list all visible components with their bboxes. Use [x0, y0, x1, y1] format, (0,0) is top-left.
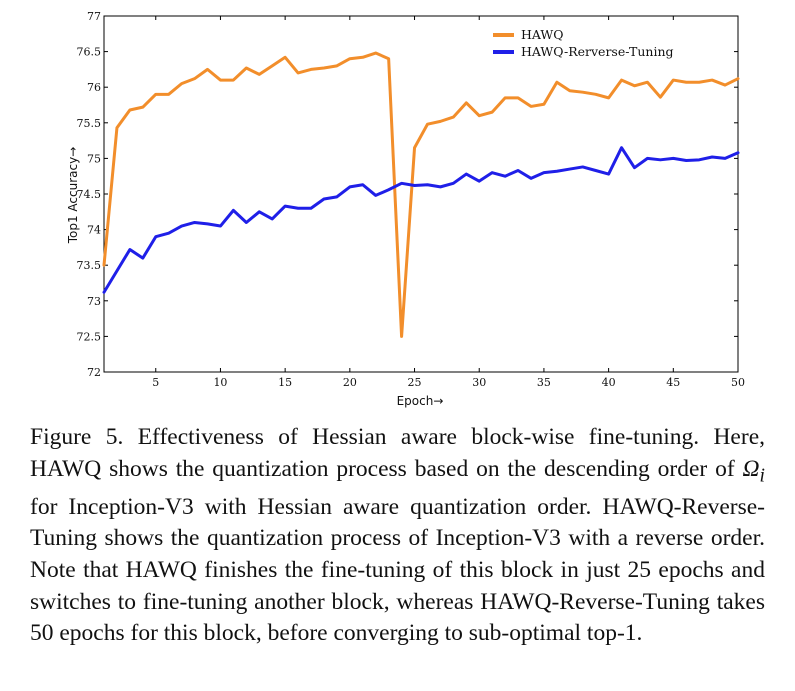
plot-frame	[103, 15, 739, 373]
x-tick-label: 15	[278, 376, 292, 389]
x-tick-label: 40	[602, 376, 616, 389]
legend-entry-label: HAWQ	[521, 27, 564, 42]
series-line-hawq	[102, 51, 740, 338]
caption-text-after: for Inception-V3 with Hessian aware quan…	[30, 493, 765, 647]
axes: 5 10 15 20 25 30 35 40 45 50 72 72.5 73 73.5 74 74.5 75 7…	[77, 10, 746, 389]
x-tick-label: 50	[731, 376, 745, 389]
y-tick-label: 75.5	[77, 117, 102, 130]
legend-entry-label: HAWQ-Rerverse-Tuning	[521, 44, 674, 59]
y-tick-label: 73	[87, 295, 101, 308]
y-tick-label: 74.5	[77, 188, 102, 201]
x-tick-label: 5	[152, 376, 159, 389]
y-tick-label: 72.5	[77, 330, 102, 343]
series-line-hawq-rerverse-tuning	[102, 146, 740, 294]
y-tick-label: 74	[87, 224, 101, 237]
figure-caption: Figure 5. Effectiveness of Hessian aware…	[30, 422, 765, 650]
x-tick-label: 35	[537, 376, 551, 389]
legend: HAWQ HAWQ-Rerverse-Tuning	[493, 27, 674, 59]
x-tick-label: 25	[408, 376, 422, 389]
y-tick-label: 77	[87, 10, 101, 23]
line-chart: 5 10 15 20 25 30 35 40 45 50 72 72.5 73 73.5 74 74.5 75 7…	[66, 10, 746, 408]
y-axis-label: Top1 Accuracy→	[66, 147, 80, 245]
y-tick-label: 75	[87, 152, 101, 165]
x-axis-label: Epoch→	[397, 394, 444, 408]
x-tick-label: 45	[666, 376, 680, 389]
caption-omega-subscript: i	[759, 465, 765, 487]
x-tick-label: 20	[343, 376, 357, 389]
caption-text-before: Figure 5. Effectiveness of Hessian aware…	[30, 424, 765, 482]
caption-omega-symbol: Ω	[742, 455, 760, 482]
y-tick-label: 73.5	[77, 259, 102, 272]
x-tick-label: 10	[213, 376, 227, 389]
y-tick-label: 76	[87, 81, 101, 94]
series-lines	[102, 51, 740, 338]
y-tick-label: 72	[87, 366, 101, 379]
y-tick-label: 76.5	[77, 46, 102, 59]
x-tick-label: 30	[472, 376, 486, 389]
